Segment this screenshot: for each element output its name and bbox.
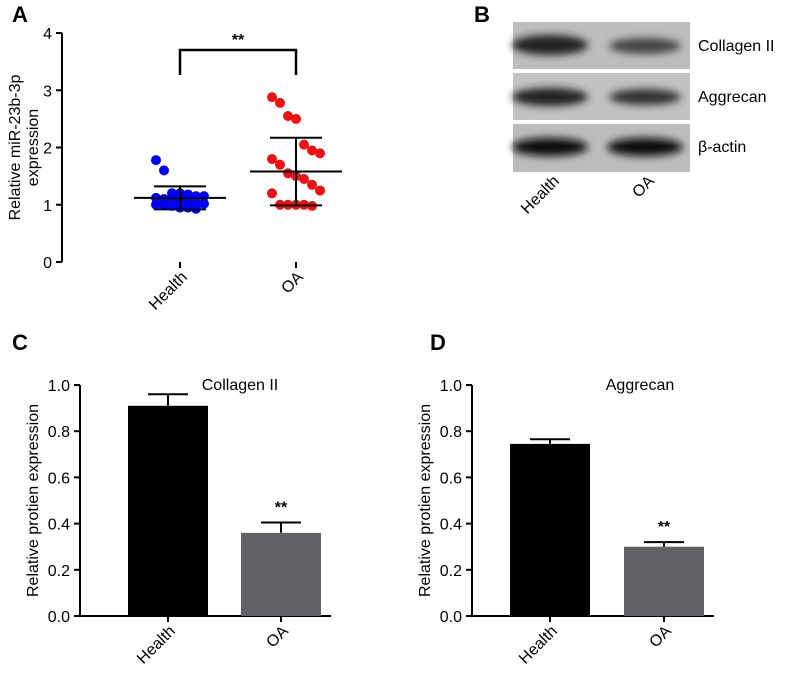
data-point [275,159,285,170]
data-point [299,173,309,184]
significance: ** [658,519,671,536]
y-tick-label: 0.6 [440,470,462,487]
y-axis-label: expression [25,109,42,186]
data-point [291,113,301,124]
y-tick-label: 1 [43,198,52,215]
data-point [151,199,161,210]
data-point [315,148,325,159]
y-tick-label: 0 [43,255,52,272]
panel-letter: B [474,2,490,27]
data-point [191,196,201,207]
data-point [167,194,177,205]
lane-label: OA [629,173,658,202]
data-point [267,92,277,103]
y-tick-label: 4 [43,26,52,43]
data-point [159,199,169,210]
y-tick-label: 2 [43,141,52,158]
significance-bracket [178,48,298,75]
bar [510,443,590,616]
y-tick-label: 0.0 [440,609,462,626]
panel-letter: C [12,330,28,355]
data-point [159,165,169,176]
significance: ** [232,32,245,49]
band [609,38,681,54]
lane-label: Health [518,173,563,218]
band [607,138,683,156]
band-label: β-actin [698,139,746,156]
y-tick-label: 0.6 [48,470,70,487]
band [512,35,588,55]
y-tick-label: 1.0 [48,378,70,395]
band-label: Collagen II [698,38,775,55]
y-tick-label: 1.0 [440,378,462,395]
x-tick-label: Health [516,623,561,668]
band [512,138,588,156]
data-point [299,139,309,150]
y-tick-label: 0.2 [440,563,462,580]
y-tick-label: 0.4 [48,517,70,534]
y-axis-label: Relative protien expression [25,404,42,597]
x-tick-label: Health [134,623,179,668]
panel-letter: D [430,330,446,355]
chart-title: Collagen II [202,377,279,394]
data-point [267,188,277,199]
x-tick-label: OA [646,623,675,652]
chart-title: Aggrecan [606,377,675,394]
bar [128,405,208,616]
y-tick-label: 0.4 [440,517,462,534]
data-point [283,111,293,122]
data-point [315,185,325,196]
y-tick-label: 0.2 [48,563,70,580]
data-point [151,155,161,166]
y-tick-label: 0.8 [440,424,462,441]
data-point [267,153,277,164]
y-axis-label: Relative miR-23b-3p [7,74,24,220]
x-tick-label: Health [146,269,191,314]
panel-letter: A [12,2,28,27]
y-tick-label: 0.8 [48,424,70,441]
x-tick-label: OA [278,269,307,298]
data-point [275,97,285,108]
bar [241,532,321,616]
band [512,88,588,106]
band [609,89,681,105]
significance: ** [275,499,288,516]
band-label: Aggrecan [698,89,767,106]
data-point [307,145,317,156]
y-axis-label: Relative protien expression [417,404,434,597]
bar [624,546,704,616]
data-point [307,179,317,190]
data-point [199,198,209,209]
y-tick-label: 3 [43,83,52,100]
x-tick-label: OA [263,623,292,652]
blot-panel: B Collagen II Aggrecan β-actin Health OA [474,2,775,218]
y-tick-label: 0.0 [48,609,70,626]
